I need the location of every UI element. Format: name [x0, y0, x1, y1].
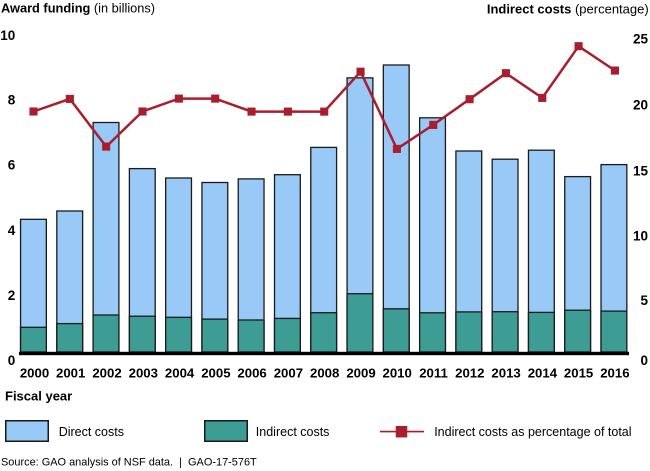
svg-text:2010: 2010	[383, 366, 412, 381]
svg-text:Indirect costs (percentage): Indirect costs (percentage)	[487, 2, 649, 17]
svg-text:2016: 2016	[600, 366, 629, 381]
svg-text:2006: 2006	[237, 366, 266, 381]
svg-text:Award funding (in billions): Award funding (in billions)	[1, 1, 155, 16]
svg-text:Indirect costs: Indirect costs	[256, 425, 330, 439]
svg-text:4: 4	[8, 223, 16, 238]
svg-text:6: 6	[8, 157, 16, 172]
svg-text:2014: 2014	[528, 366, 558, 381]
svg-text:8: 8	[8, 92, 16, 107]
svg-text:2015: 2015	[564, 366, 593, 381]
svg-text:2011: 2011	[419, 366, 448, 381]
svg-text:2002: 2002	[92, 366, 121, 381]
svg-text:2007: 2007	[274, 366, 303, 381]
svg-text:2001: 2001	[56, 366, 85, 381]
svg-text:10: 10	[0, 28, 15, 43]
svg-text:Source: GAO analysis of NSF da: Source: GAO analysis of NSF data. | GAO-…	[1, 456, 257, 468]
svg-text:2009: 2009	[346, 366, 375, 381]
svg-text:2004: 2004	[165, 366, 195, 381]
svg-text:Indirect costs as percentage o: Indirect costs as percentage of total	[434, 425, 631, 439]
svg-text:2012: 2012	[455, 366, 484, 381]
svg-text:2013: 2013	[491, 366, 520, 381]
svg-text:Direct costs: Direct costs	[59, 425, 124, 439]
svg-text:2000: 2000	[20, 366, 49, 381]
svg-text:2003: 2003	[129, 366, 158, 381]
svg-text:2008: 2008	[310, 366, 339, 381]
svg-text:0: 0	[8, 353, 16, 368]
svg-text:Fiscal year: Fiscal year	[5, 388, 72, 403]
svg-text:15: 15	[633, 163, 649, 178]
svg-text:5: 5	[640, 293, 648, 308]
svg-text:2005: 2005	[201, 366, 230, 381]
svg-text:10: 10	[633, 228, 648, 243]
svg-text:2: 2	[8, 288, 16, 303]
svg-text:20: 20	[633, 98, 648, 113]
svg-text:0: 0	[640, 353, 648, 368]
svg-text:25: 25	[633, 31, 649, 46]
